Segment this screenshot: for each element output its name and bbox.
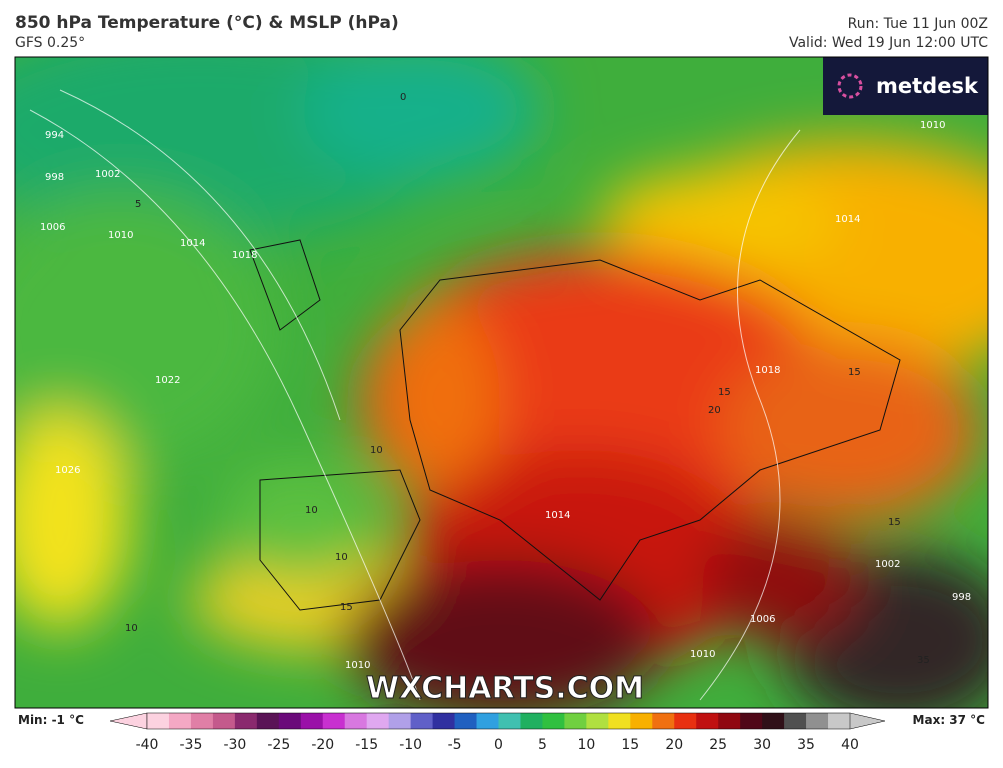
colorbar-tick-label: -40 xyxy=(136,737,159,753)
colorbar-segment xyxy=(674,713,697,729)
colorbar-segment xyxy=(366,713,390,729)
colorbar-segment xyxy=(498,713,521,729)
colorbar-segment xyxy=(300,713,324,729)
colorbar-segment xyxy=(740,713,763,729)
colorbar-tick-label: 20 xyxy=(665,737,683,753)
colorbar-segment xyxy=(718,713,741,729)
colorbar-segment xyxy=(212,713,236,729)
colorbar-segment xyxy=(476,713,499,729)
colorbar-tick-label: -20 xyxy=(311,737,334,753)
temperature-label: 10 xyxy=(335,552,348,563)
isobar-label: 1018 xyxy=(232,250,257,261)
colorbar-tick-label: -35 xyxy=(180,737,203,753)
isobar-label: 1010 xyxy=(920,120,945,131)
colorbar-segment xyxy=(608,713,631,729)
colorbar-tick-label: 15 xyxy=(621,737,639,753)
temperature-label: 10 xyxy=(305,505,318,516)
isobar-label: 998 xyxy=(952,592,971,603)
colorbar-segment xyxy=(168,713,192,729)
colorbar-tick-label: -15 xyxy=(355,737,378,753)
colorbar-segment xyxy=(564,713,587,729)
isobar-label: 1010 xyxy=(345,660,370,671)
colorbar-tick-label: 35 xyxy=(797,737,815,753)
colorbar-tick-label: 30 xyxy=(753,737,771,753)
colorbar-segment xyxy=(806,713,829,729)
colorbar-tick-label: -30 xyxy=(223,737,246,753)
min-label: Min: -1 °C xyxy=(18,713,84,727)
temperature-label: 15 xyxy=(340,602,353,613)
colorbar-end xyxy=(849,712,886,730)
colorbar-tick-label: -25 xyxy=(267,737,290,753)
colorbar-segment xyxy=(454,713,478,729)
max-label: Max: 37 °C xyxy=(913,713,986,727)
isobar-label: 1010 xyxy=(690,649,715,660)
isobar-label: 1002 xyxy=(95,169,120,180)
colorbar-frame xyxy=(146,712,851,730)
colorbar-tick-label: -5 xyxy=(448,737,462,753)
colorbar-segment xyxy=(388,713,412,729)
colorbar-end xyxy=(109,712,148,730)
colorbar-tick-label: -10 xyxy=(399,737,422,753)
isobar-label: 998 xyxy=(45,172,64,183)
map-frame xyxy=(14,56,989,709)
temperature-label: 5 xyxy=(135,199,141,210)
isobar-label: 1014 xyxy=(180,238,205,249)
temperature-label: 20 xyxy=(708,405,721,416)
isobar-label: 1018 xyxy=(755,365,780,376)
colorbar-tick-label: 25 xyxy=(709,737,727,753)
colorbar-segment xyxy=(652,713,675,729)
temperature-label: 15 xyxy=(718,387,731,398)
temperature-label: 15 xyxy=(888,517,901,528)
colorbar-tick-label: 40 xyxy=(841,737,859,753)
colorbar-tick-label: 10 xyxy=(577,737,595,753)
isobar-label: 994 xyxy=(45,130,64,141)
isobar-label: 1006 xyxy=(750,614,775,625)
temperature-label: 15 xyxy=(848,367,861,378)
colorbar-segment xyxy=(520,713,543,729)
colorbar: -40 -35 -30 -25 -20 -15 -10 -5 0 5 10 15 20 25 30 35 40 xyxy=(109,712,886,753)
colorbar-segment xyxy=(784,713,807,729)
isobar-label: 1022 xyxy=(155,375,180,386)
run: Run: Tue 11 Jun 00Z xyxy=(848,16,988,32)
watermark: WXCHARTS.COM xyxy=(366,671,644,706)
temperature-label: 35 xyxy=(917,655,930,666)
colorbar-segment xyxy=(586,713,609,729)
colorbar-segment xyxy=(630,713,653,729)
temperature-label: 0 xyxy=(400,92,406,103)
colorbar-segment xyxy=(190,713,214,729)
title: 850 hPa Temperature (°C) & MSLP (hPa) xyxy=(15,13,399,33)
colorbar-tick-label: 5 xyxy=(538,737,547,753)
colorbar-segment xyxy=(234,713,258,729)
colorbar-segment xyxy=(542,713,565,729)
colorbar-segment xyxy=(828,713,851,729)
isobar-label: 1006 xyxy=(40,222,65,233)
colorbar-segment xyxy=(432,713,456,729)
isobar-label: 1014 xyxy=(545,510,570,521)
logo: metdesk xyxy=(876,74,979,98)
colorbar-segment xyxy=(322,713,346,729)
isobar-label: 1002 xyxy=(875,559,900,570)
valid: Valid: Wed 19 Jun 12:00 UTC xyxy=(789,35,988,51)
model: GFS 0.25° xyxy=(15,35,85,51)
isobar-label: 1014 xyxy=(835,214,860,225)
temperature-label: 10 xyxy=(125,623,138,634)
colorbar-tick-label: 0 xyxy=(494,737,503,753)
colorbar-segment xyxy=(344,713,368,729)
isobar-label: 1010 xyxy=(108,230,133,241)
colorbar-segment xyxy=(410,713,434,729)
colorbar-segment xyxy=(147,713,170,729)
colorbar-segment xyxy=(256,713,280,729)
colorbar-segment xyxy=(762,713,785,729)
temperature-label: 10 xyxy=(370,445,383,456)
colorbar-segment xyxy=(696,713,719,729)
isobar-label: 1026 xyxy=(55,465,80,476)
colorbar-segment xyxy=(278,713,302,729)
